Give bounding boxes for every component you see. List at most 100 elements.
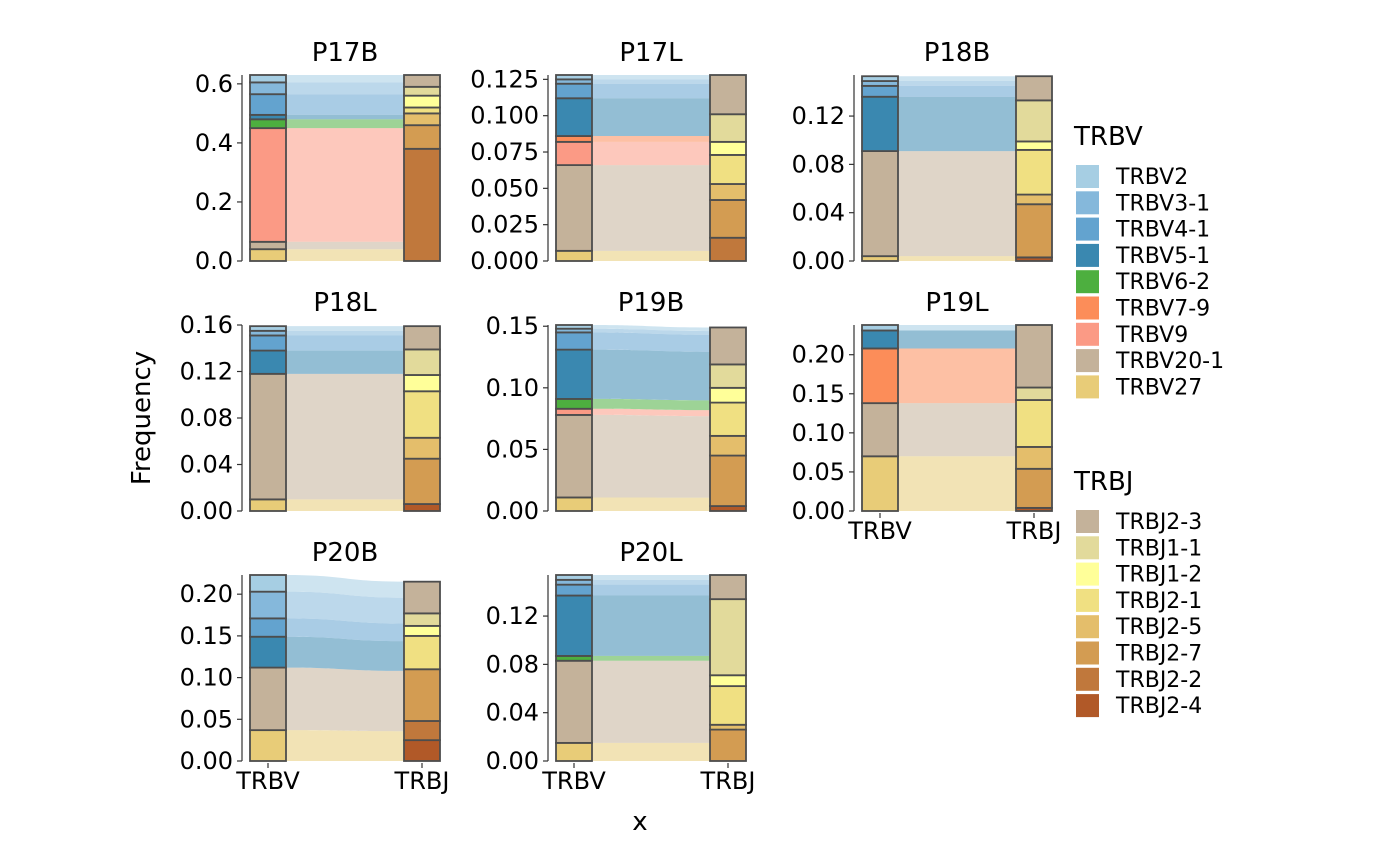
flow-trbv2 bbox=[286, 75, 404, 83]
flows bbox=[898, 76, 1016, 261]
stratum-trbj2-4 bbox=[403, 503, 441, 512]
stratum-trbj2-7 bbox=[709, 199, 747, 239]
stratum-trbj2-3 bbox=[403, 74, 441, 88]
flow-trbv20-1 bbox=[592, 165, 710, 251]
legend-label: TRBV2 bbox=[1115, 165, 1188, 190]
flow-trbv2 bbox=[592, 325, 710, 332]
flow-trbv5-1 bbox=[286, 114, 404, 120]
flow-trbv7-9 bbox=[898, 348, 1016, 404]
flow-trbv7-9 bbox=[592, 136, 710, 142]
stratum-trbv20-1 bbox=[249, 372, 287, 501]
stratum-trbj2-3 bbox=[709, 74, 747, 116]
flow-trbv27 bbox=[898, 456, 1016, 511]
x-tick-label: TRBJ bbox=[1006, 517, 1062, 545]
stratum-trbj2-7 bbox=[403, 457, 441, 505]
stratum-trbv4-1 bbox=[555, 82, 593, 100]
stratum-trbv2 bbox=[555, 574, 593, 581]
stratum-trbj1-1 bbox=[709, 363, 747, 389]
flow-trbv3-1 bbox=[286, 82, 404, 95]
flow-trbv3-1 bbox=[592, 579, 710, 585]
facet-p18b: P18B 0.00 0.04 0.08 0.12 bbox=[792, 38, 1053, 275]
bar-trbv bbox=[249, 74, 287, 262]
flow-trbv4-1 bbox=[286, 94, 404, 115]
flow-trbv9 bbox=[286, 128, 404, 242]
stratum-trbv5-1 bbox=[555, 97, 593, 137]
legend-swatch-trbv3-1 bbox=[1076, 191, 1099, 215]
stratum-trbj2-7 bbox=[403, 668, 441, 722]
facet-title: P17B bbox=[312, 38, 379, 68]
legend-label: TRBJ1-1 bbox=[1115, 536, 1202, 561]
x-tick-label: TRBV bbox=[541, 767, 606, 795]
x-tick-label: TRBV bbox=[847, 517, 912, 545]
legend-label: TRBV7-9 bbox=[1115, 297, 1210, 322]
stratum-trbj2-1 bbox=[709, 401, 747, 437]
flows bbox=[592, 575, 710, 761]
flow-trbv3-1 bbox=[592, 328, 710, 335]
stratum-trbv5-1 bbox=[249, 635, 287, 669]
stratum-trbv5-1 bbox=[861, 329, 899, 350]
y-tick-label: 0.000 bbox=[470, 247, 539, 275]
stratum-trbj2-2 bbox=[403, 720, 441, 742]
y-tick-label: 0.4 bbox=[195, 129, 233, 157]
stratum-trbv27 bbox=[249, 498, 287, 512]
legend-label: TRBV4-1 bbox=[1115, 218, 1210, 243]
legend-swatch-trbj1-1 bbox=[1076, 536, 1099, 560]
stratum-trbj2-5 bbox=[1015, 446, 1053, 470]
y-tick-label: 0.20 bbox=[792, 341, 845, 369]
y-tick-label: 0.2 bbox=[195, 188, 233, 216]
y-tick-label: 0.00 bbox=[180, 497, 233, 525]
stratum-trbj1-1 bbox=[403, 612, 441, 627]
flow-trbv5-1 bbox=[592, 349, 710, 401]
flow-trbv20-1 bbox=[898, 403, 1016, 457]
flow-trbv6-2 bbox=[286, 119, 404, 129]
flow-trbv5-1 bbox=[898, 330, 1016, 349]
stratum-trbv9 bbox=[249, 127, 287, 243]
flow-trbv5-1 bbox=[592, 98, 710, 137]
bar-trbv bbox=[555, 324, 593, 512]
legend-swatch-trbj2-7 bbox=[1076, 641, 1099, 665]
flow-trbv6-2 bbox=[592, 655, 710, 661]
flow-trbv3-1 bbox=[592, 79, 710, 84]
x-tick-label: TRBJ bbox=[700, 767, 756, 795]
stratum-trbj2-2 bbox=[709, 236, 747, 262]
stratum-trbj1-1 bbox=[1015, 386, 1053, 401]
stratum-trbv27 bbox=[555, 249, 593, 262]
y-axis-title: Frequency bbox=[127, 351, 157, 485]
stratum-trbv3-1 bbox=[249, 81, 287, 96]
y-tick-label: 0.10 bbox=[792, 419, 845, 447]
flow-trbv4-1 bbox=[286, 335, 404, 351]
flow-trbv3-1 bbox=[898, 81, 1016, 86]
stratum-trbj2-1 bbox=[1015, 148, 1053, 196]
bar-trbj bbox=[403, 74, 441, 262]
flow-trbv27 bbox=[592, 497, 710, 511]
x-axis-title: x bbox=[632, 807, 647, 837]
legend-swatch-trbj2-5 bbox=[1076, 615, 1099, 639]
stratum-trbj1-1 bbox=[403, 348, 441, 376]
facet-p20b: P20B 0.00 0.05 0.10 0.15 0.20 TRBV TRBJ bbox=[180, 538, 450, 795]
flow-trbv2 bbox=[592, 75, 710, 80]
legend-label: TRBJ2-2 bbox=[1115, 668, 1202, 693]
stratum-trbv6-2 bbox=[249, 118, 287, 130]
stratum-trbj2-5 bbox=[403, 436, 441, 460]
stratum-trbv27 bbox=[249, 729, 287, 762]
stratum-trbj1-2 bbox=[403, 624, 441, 637]
y-tick-label: 0.025 bbox=[470, 211, 539, 239]
legend-swatch-trbj2-4 bbox=[1076, 694, 1099, 718]
y-tick-label: 0.00 bbox=[792, 497, 845, 525]
stratum-trbj1-2 bbox=[709, 674, 747, 688]
flow-trbv20-1 bbox=[286, 373, 404, 500]
flow-trbv5-1 bbox=[286, 636, 404, 671]
flow-trbv6-2 bbox=[592, 398, 710, 411]
y-tick-label: 0.050 bbox=[470, 174, 539, 202]
y-tick-label: 0.08 bbox=[180, 404, 233, 432]
flow-trbv27 bbox=[286, 730, 404, 761]
y-tick-label: 0.05 bbox=[180, 705, 233, 733]
flow-trbv9 bbox=[592, 141, 710, 166]
legend-swatch-trbj2-2 bbox=[1076, 667, 1099, 691]
stratum-trbv2 bbox=[249, 325, 287, 332]
y-tick-label: 0.00 bbox=[180, 747, 233, 775]
y-tick-label: 0.075 bbox=[470, 138, 539, 166]
stratum-trbj1-1 bbox=[709, 598, 747, 677]
stratum-trbv4-1 bbox=[555, 331, 593, 351]
